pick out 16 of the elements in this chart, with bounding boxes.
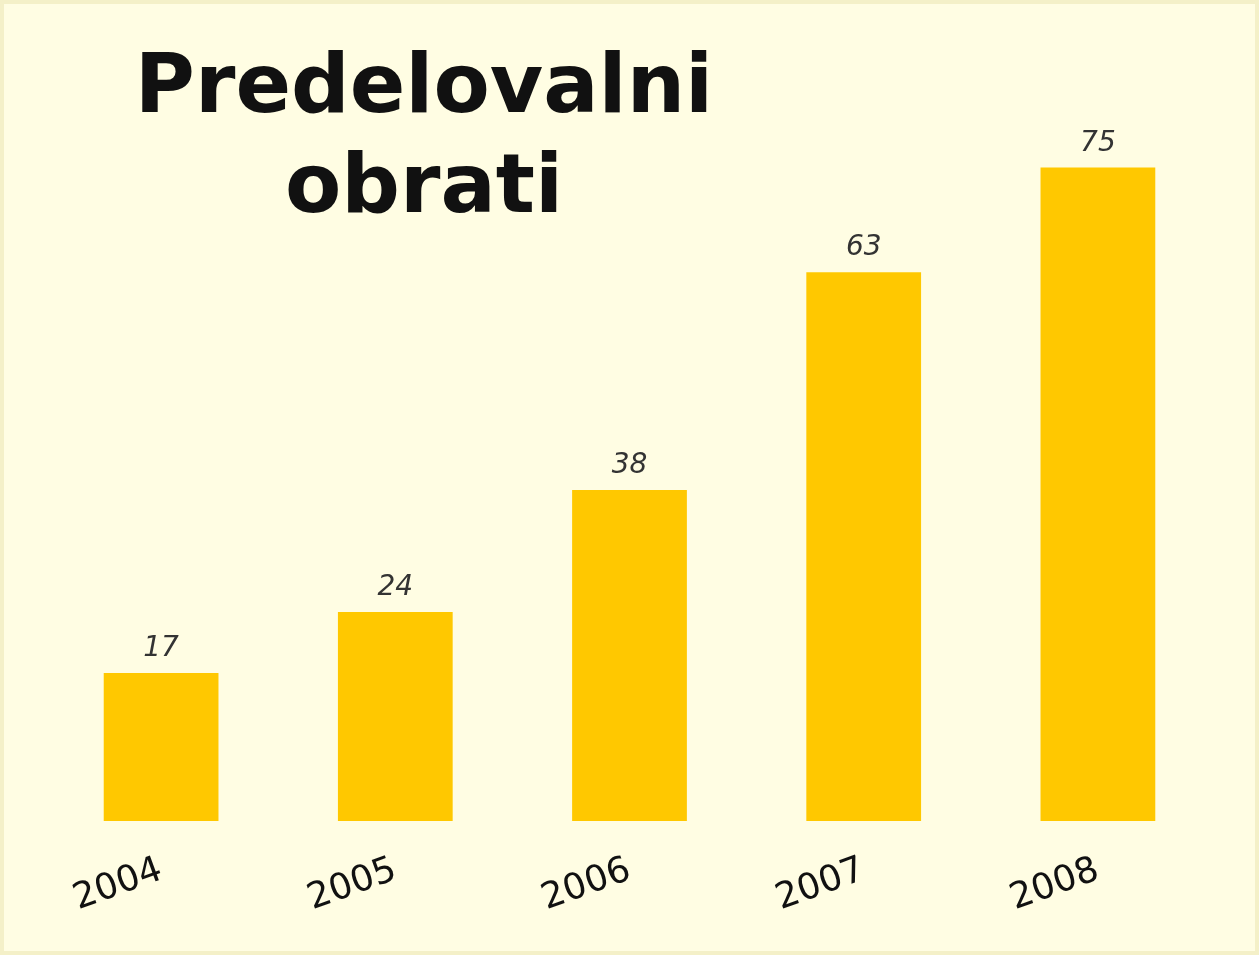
data-label: 75 <box>1080 124 1116 158</box>
x-tick-label: 2004 <box>66 847 168 918</box>
bar <box>1040 167 1156 822</box>
data-label: 63 <box>845 229 882 263</box>
x-tick-label: 2007 <box>769 847 870 918</box>
bar <box>806 272 922 822</box>
bar <box>337 611 453 822</box>
bar <box>572 489 687 822</box>
x-tick-label: 2005 <box>301 847 402 918</box>
chart-title: Predelovalni obrati <box>133 35 715 233</box>
data-label: 17 <box>143 630 180 664</box>
x-tick-label: 2008 <box>1003 847 1104 918</box>
data-label: 24 <box>377 569 414 603</box>
x-tick-label: 2006 <box>535 847 636 918</box>
bar <box>103 672 219 822</box>
data-label: 38 <box>611 447 648 481</box>
